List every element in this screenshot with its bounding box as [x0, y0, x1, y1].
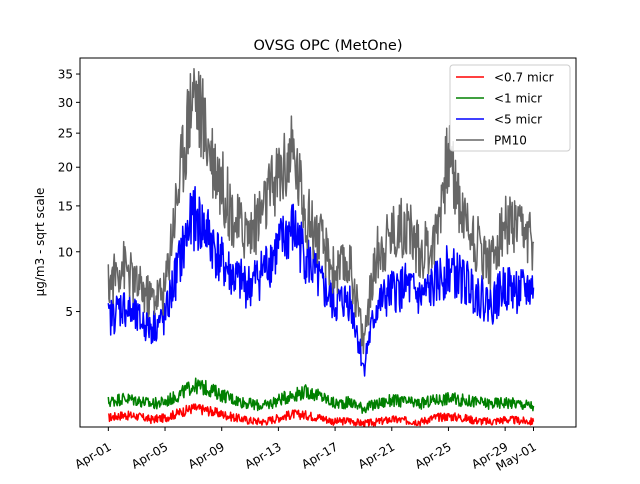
y-tick-label: 5: [65, 305, 73, 319]
y-tick-label: 10: [58, 245, 73, 259]
series-line: [107, 68, 535, 355]
legend-label: <0.7 micr: [494, 71, 554, 85]
series-layer: [107, 68, 535, 427]
legend-label: <5 micr: [494, 113, 542, 127]
y-tick-label: 30: [58, 96, 73, 110]
y-tick-label: 15: [58, 199, 73, 213]
series-line: [107, 185, 535, 377]
legend-label: PM10: [494, 134, 527, 148]
y-axis-label: µg/m3 - sqrt scale: [33, 188, 47, 297]
legend-label: <1 micr: [494, 92, 542, 106]
series-line: [107, 377, 535, 414]
y-tick-label: 20: [58, 161, 73, 175]
series-line: [107, 403, 535, 427]
y-tick-label: 25: [58, 127, 73, 141]
legend: <0.7 micr <1 micr <5 micr PM10: [449, 64, 571, 152]
chart-title: OVSG OPC (MetOne): [254, 38, 403, 54]
legend-box: [449, 64, 571, 152]
y-tick-label: 35: [58, 68, 73, 82]
plot-frame: [79, 57, 577, 428]
